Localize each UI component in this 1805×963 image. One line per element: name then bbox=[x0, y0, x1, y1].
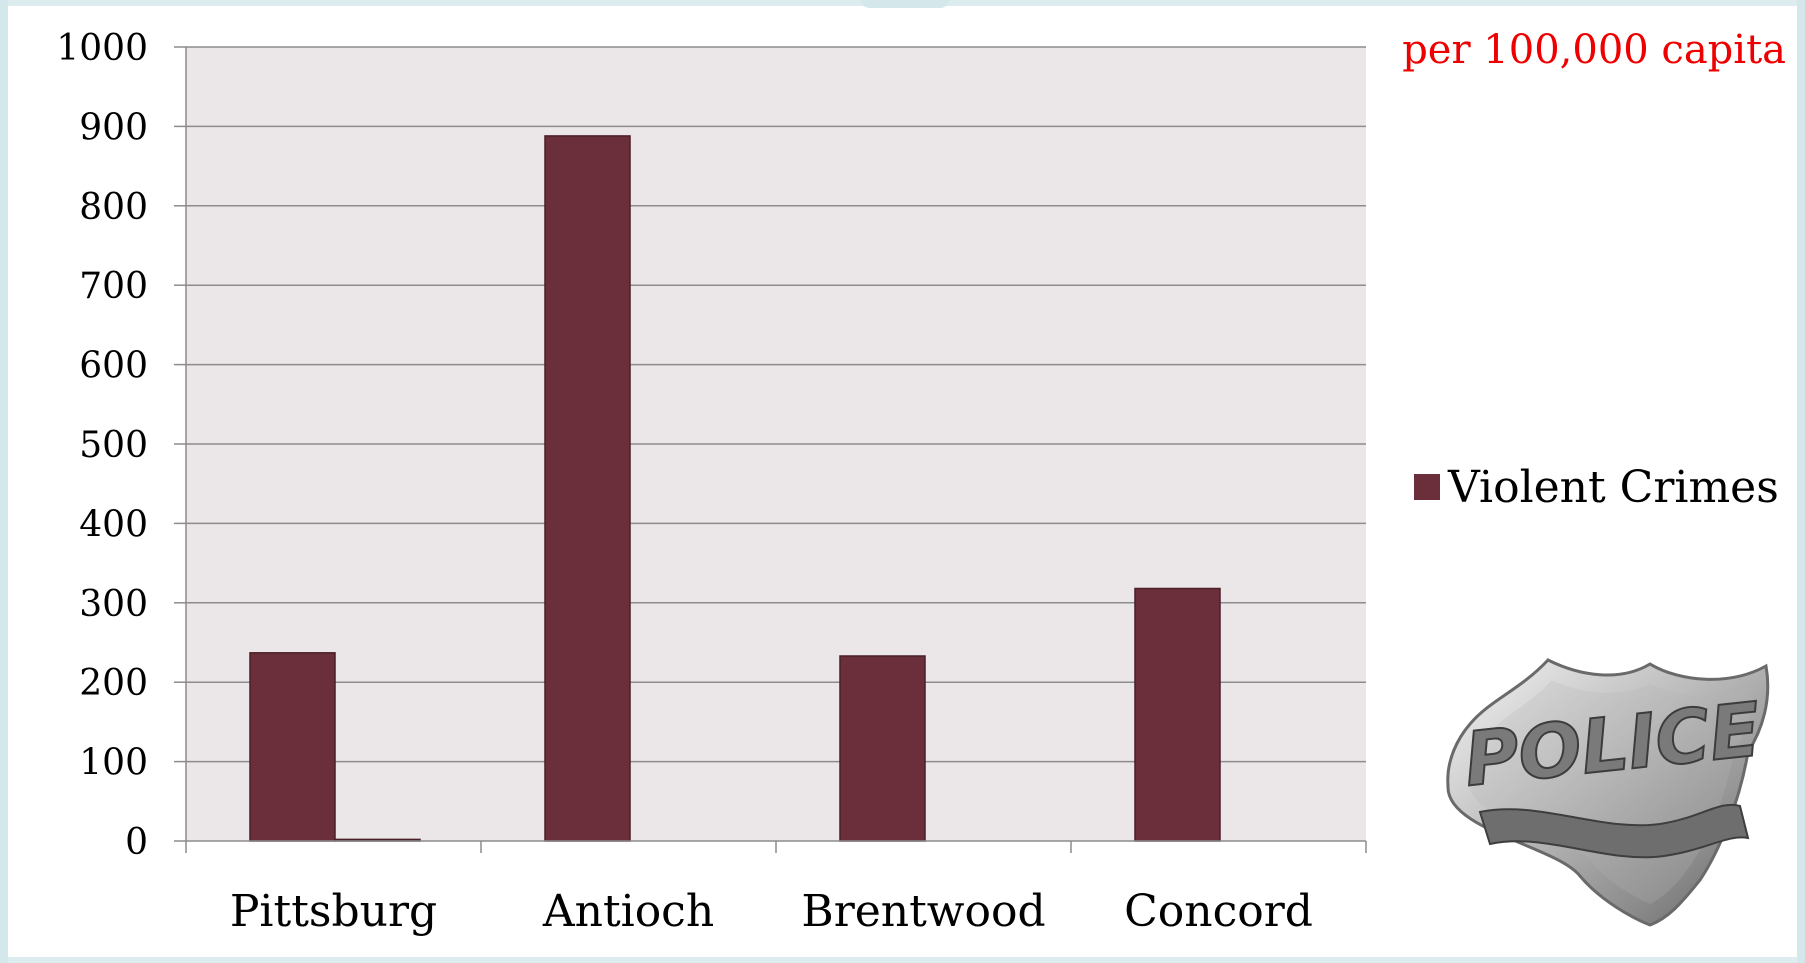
axes bbox=[185, 47, 1367, 853]
y-tick-label: 1000 bbox=[56, 28, 148, 69]
legend-swatch bbox=[1414, 474, 1440, 500]
bar-pittsburg bbox=[249, 652, 336, 842]
y-tick-label: 700 bbox=[79, 266, 148, 307]
bar-brentwood bbox=[839, 655, 926, 842]
legend-label: Violent Crimes bbox=[1447, 462, 1779, 513]
x-tick-label: Antioch bbox=[542, 886, 714, 937]
y-axis-ticks: 0 100 200 300 400 500 600 700 800 900 1000 bbox=[56, 28, 186, 863]
y-tick-label: 900 bbox=[79, 107, 148, 148]
y-tick-label: 0 bbox=[125, 822, 148, 863]
bar-concord bbox=[1134, 587, 1221, 842]
y-tick-label: 300 bbox=[79, 584, 148, 625]
frame-left bbox=[0, 0, 8, 963]
y-tick-label: 500 bbox=[79, 425, 148, 466]
y-tick-label: 200 bbox=[79, 663, 148, 704]
x-axis-labels: Pittsburg Antioch Brentwood Concord bbox=[230, 886, 1313, 937]
x-tick-label: Concord bbox=[1124, 886, 1313, 937]
legend: Violent Crimes bbox=[1414, 462, 1779, 513]
bar-antioch bbox=[544, 135, 631, 842]
frame-top-tab bbox=[860, 0, 950, 8]
frame-right bbox=[1797, 0, 1805, 963]
bars bbox=[249, 135, 1221, 842]
y-tick-label: 400 bbox=[79, 504, 148, 545]
y-tick-label: 800 bbox=[79, 187, 148, 228]
unit-note: per 100,000 capita bbox=[1402, 27, 1786, 73]
police-badge-icon: POLICE bbox=[1446, 658, 1770, 927]
y-tick-label: 600 bbox=[79, 346, 148, 387]
x-tick-label: Brentwood bbox=[801, 886, 1045, 937]
x-tick-label: Pittsburg bbox=[230, 886, 437, 937]
y-tick-label: 100 bbox=[79, 743, 148, 784]
